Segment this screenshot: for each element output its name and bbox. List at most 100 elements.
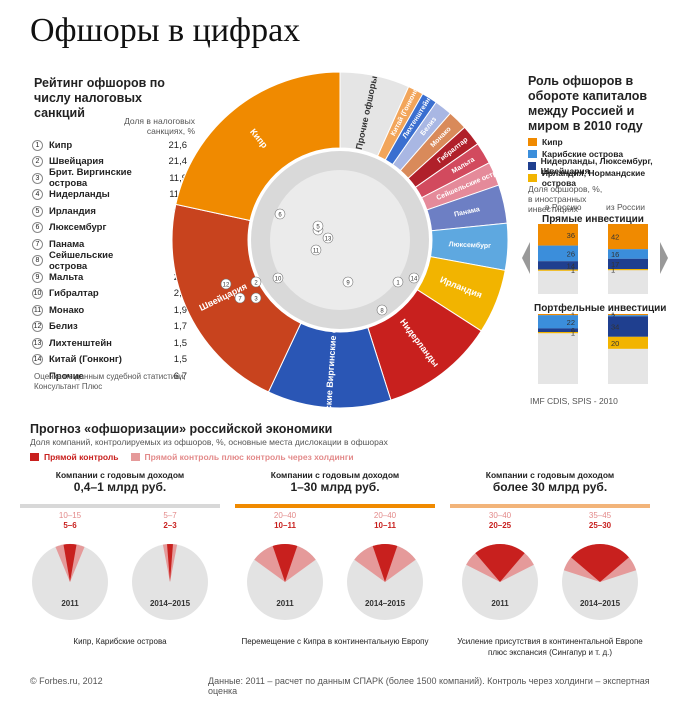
rating-value: 1,7 <box>173 321 187 333</box>
forecast-groups: Компании с годовым доходом 0,4–1 млрд руб… <box>0 468 680 658</box>
bar-segment <box>538 332 578 334</box>
rating-rank: 3 <box>32 172 43 184</box>
role-legend-swatch <box>528 138 537 146</box>
europe-map <box>270 170 410 310</box>
bar-value: 1 <box>571 329 575 338</box>
forecast-year-label: 2011 <box>276 599 294 608</box>
footer-copyright: © Forbes.ru, 2012 <box>30 676 103 686</box>
rating-row: 13 Лихтенштейн 1,5 <box>32 335 192 352</box>
forecast-pie-slice <box>372 544 398 582</box>
forecast-group-range: более 30 млрд руб. <box>492 480 608 494</box>
bar-segment <box>608 258 648 269</box>
donut-label: Люксембург <box>449 240 492 250</box>
bar-value: 1 <box>571 311 575 320</box>
forecast-pie-slice <box>63 544 77 582</box>
forecast-group-note: Перемещение с Кипра в континентальную Ев… <box>241 637 429 646</box>
map-marker-label: 10 <box>275 277 282 283</box>
rating-rank: 5 <box>32 205 43 217</box>
map-marker-label: 3 <box>254 297 258 303</box>
rating-country: Монако <box>49 304 85 316</box>
map-marker <box>234 292 246 304</box>
bar-value: 34 <box>611 323 619 332</box>
rating-value: 1,5 <box>173 354 187 366</box>
role-legend-item: Карибские острова <box>528 148 678 160</box>
forecast-group-range: 1–30 млрд руб. <box>290 480 380 494</box>
rating-row: 3 Брит. Виргинские острова 11,9 <box>32 167 192 189</box>
map-marker <box>408 272 420 284</box>
bar-segment <box>608 316 648 337</box>
forecast-pies: 10–155–6 2011 5–72–3 2014–2015 <box>32 511 208 620</box>
bar-segment <box>608 249 648 259</box>
map-marker <box>250 292 262 304</box>
rating-rank: 12 <box>32 321 43 333</box>
rating-rank: 4 <box>32 189 43 201</box>
forecast-year-label: 2014–2015 <box>150 599 191 608</box>
rating-rank: 9 <box>32 271 43 283</box>
forecast-year-label: 2014–2015 <box>580 599 621 608</box>
forecast-direct-label: 5–6 <box>63 521 77 530</box>
rating-rank: 10 <box>32 288 43 300</box>
rating-country: Панама <box>49 238 85 250</box>
rating-country: Ирландия <box>49 205 96 217</box>
forecast-pie-slice <box>571 544 629 582</box>
donut-slice <box>175 71 341 222</box>
rating-value: 1,9 <box>173 304 187 316</box>
map-marker <box>342 276 354 288</box>
rating-row: 2 Швейцария 21,4 <box>32 154 192 171</box>
bar-value: 2 <box>611 312 615 321</box>
role-subtitle: Доля офшоров, %, в иностранных инвестици… <box>528 184 603 214</box>
forecast-direct-label: 10–11 <box>274 521 296 530</box>
direct-title: Прямые инвестиции <box>542 214 644 225</box>
bar-segment <box>608 314 648 316</box>
arrow-out-icon <box>660 242 668 274</box>
role-legend-item: Нидерланды, Люксембург, Швейцария <box>528 156 678 176</box>
rating-row: 14 Китай (Гонконг) 1,5 <box>32 352 192 369</box>
rating-value: 1,5 <box>173 337 187 349</box>
forecast-total-label: 10–15 <box>59 511 82 520</box>
bar-value: 36 <box>567 231 575 240</box>
rating-country: Лихтенштейн <box>49 337 112 349</box>
forecast-subtitle: Доля компаний, контролируемых из офшоров… <box>30 437 388 447</box>
role-legend-label: Ирландия, Нормандские острова <box>541 168 646 188</box>
bar-value: 14 <box>567 261 575 270</box>
forecast-direct-label: 25–30 <box>589 521 612 530</box>
forecast-group-header: Компании с годовым доходом <box>485 470 615 480</box>
rating-rank: 6 <box>32 222 43 234</box>
legend-direct-label: Прямой контроль <box>44 452 119 462</box>
legend-total-swatch <box>130 453 140 461</box>
bar-segment <box>538 314 578 316</box>
bar-value: 17 <box>611 260 619 269</box>
role-legend-label: Нидерланды, Люксембург, Швейцария <box>540 156 653 176</box>
rating-rank: 11 <box>32 304 43 316</box>
rating-rank: 14 <box>32 354 43 366</box>
legend-direct-swatch <box>30 453 39 461</box>
forecast-year-label: 2011 <box>491 599 509 608</box>
bar-value: 1 <box>611 266 615 275</box>
arrow-in-icon <box>522 242 530 274</box>
rating-row: 12 Белиз 1,7 <box>32 319 192 336</box>
forecast-total-label: 20–40 <box>274 511 297 520</box>
rating-col-header: Доля в налоговых санкциях, % <box>124 116 195 136</box>
forecast-group-range: 0,4–1 млрд руб. <box>73 480 167 494</box>
role-legend-swatch <box>528 174 537 182</box>
map-marker <box>376 304 388 316</box>
forecast-pie-slice <box>475 544 525 582</box>
rating-row: 1 Кипр 21,6 <box>32 137 192 154</box>
forecast-title: Прогноз «офшоризации» российской экономи… <box>30 422 333 436</box>
rating-row: 11 Монако 1,9 <box>32 302 192 319</box>
role-title: Роль офшоров в обороте капиталов между Р… <box>528 74 648 133</box>
forecast-group-header: Компании с годовым доходом <box>270 470 400 480</box>
map-marker-label: 13 <box>325 237 332 243</box>
rating-rank: 7 <box>32 238 43 250</box>
map-marker-label: 1 <box>396 281 400 287</box>
rating-rank: 8 <box>32 255 43 267</box>
map-marker <box>272 272 284 284</box>
offshore-donut-chart: Прочие офшоры Китай (Гонконг)ЛихтенштейнБ… <box>171 71 510 420</box>
map-marker-label: 14 <box>411 277 418 283</box>
rating-country: Китай (Гонконг) <box>49 354 122 366</box>
forecast-group-divider <box>235 504 435 508</box>
rating-rank: 2 <box>32 156 43 168</box>
forecast-total-label: 30–40 <box>489 511 512 520</box>
